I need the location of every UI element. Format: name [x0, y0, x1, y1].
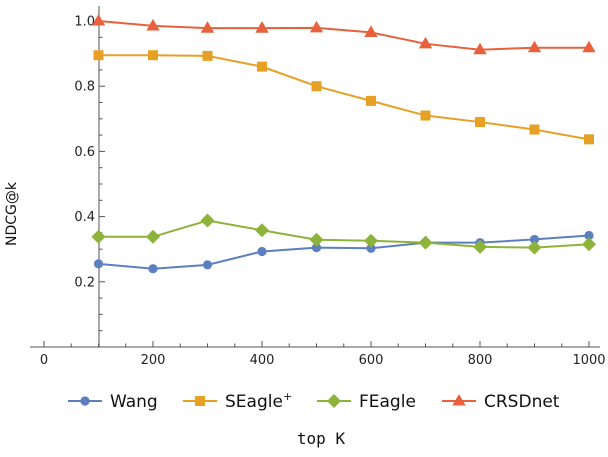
data-point [582, 237, 596, 252]
y-tick-label: 1.0 [74, 15, 95, 30]
series-line [98, 219, 590, 249]
x-tick-label: 600 [359, 353, 384, 368]
data-point [418, 235, 433, 250]
data-point [420, 110, 431, 121]
data-point [200, 21, 215, 33]
data-point [529, 234, 540, 245]
data-point [255, 223, 269, 238]
data-point [527, 40, 542, 53]
series-line [98, 234, 590, 270]
legend-item-wang: Wang [68, 392, 158, 412]
data-point [366, 243, 376, 253]
data-point [418, 36, 433, 49]
axes: 0 200 400 600 800 1000 0.2 0.4 0.6 0.8 1.0 [30, 6, 606, 368]
legend-item-crsdnet: CRSDnet [442, 392, 560, 412]
data-point [311, 81, 322, 92]
series-group [91, 14, 596, 274]
y-axis-label: NDCG@k [4, 181, 20, 246]
data-point [364, 25, 378, 37]
legend-marker [195, 396, 205, 406]
legend-marker [327, 394, 341, 408]
series-crsdnet [91, 14, 596, 55]
series-wang [93, 230, 594, 274]
data-point [584, 134, 594, 145]
legend: Wang SEagle+ FEagle CRSDnet [68, 390, 560, 412]
data-point [200, 213, 215, 228]
series-seagle [93, 50, 594, 145]
data-point [91, 229, 106, 244]
data-point [364, 233, 378, 248]
data-point [582, 40, 596, 53]
data-point [309, 20, 324, 33]
data-point [527, 240, 542, 255]
series-feagle [91, 213, 596, 255]
legend-label: CRSDnet [484, 392, 560, 412]
y-tick-label: 0.4 [74, 210, 95, 225]
legend-label: FEagle [359, 392, 416, 412]
data-point [473, 239, 487, 254]
data-point [473, 42, 487, 55]
y-tick-label: 0.2 [74, 275, 95, 290]
data-point [202, 50, 213, 61]
data-point [202, 260, 213, 270]
x-axis-label: top K [297, 429, 346, 448]
data-point [257, 246, 267, 257]
data-point [148, 264, 158, 274]
data-point [93, 259, 104, 269]
data-point [311, 242, 322, 253]
legend-item-seagle: SEagle+ [183, 390, 292, 412]
data-point [91, 14, 106, 26]
data-point [148, 50, 158, 61]
data-point [309, 232, 324, 247]
data-point [366, 95, 376, 106]
series-line [98, 20, 589, 51]
x-tick-label: 400 [250, 353, 275, 368]
legend-marker [80, 396, 90, 406]
data-point [93, 50, 104, 61]
data-point [529, 124, 540, 135]
x-tick-label: 0 [40, 353, 48, 368]
y-tick-label: 0.8 [74, 80, 95, 95]
data-point [475, 117, 485, 128]
x-tick-label: 200 [141, 353, 166, 368]
data-point [584, 230, 594, 241]
x-tick-label: 1000 [572, 353, 605, 368]
data-point [146, 229, 160, 244]
x-tick-label: 800 [468, 353, 493, 368]
legend-label: SEagle+ [225, 390, 292, 412]
y-tick-label: 0.6 [74, 145, 95, 160]
legend-label-superscript: + [283, 390, 292, 403]
legend-marker [452, 394, 466, 406]
data-point [255, 21, 269, 33]
legend-item-feagle: FEagle [317, 392, 416, 412]
legend-label: Wang [110, 392, 158, 412]
data-point [257, 61, 267, 72]
series-line [98, 54, 590, 141]
data-point [146, 18, 160, 31]
